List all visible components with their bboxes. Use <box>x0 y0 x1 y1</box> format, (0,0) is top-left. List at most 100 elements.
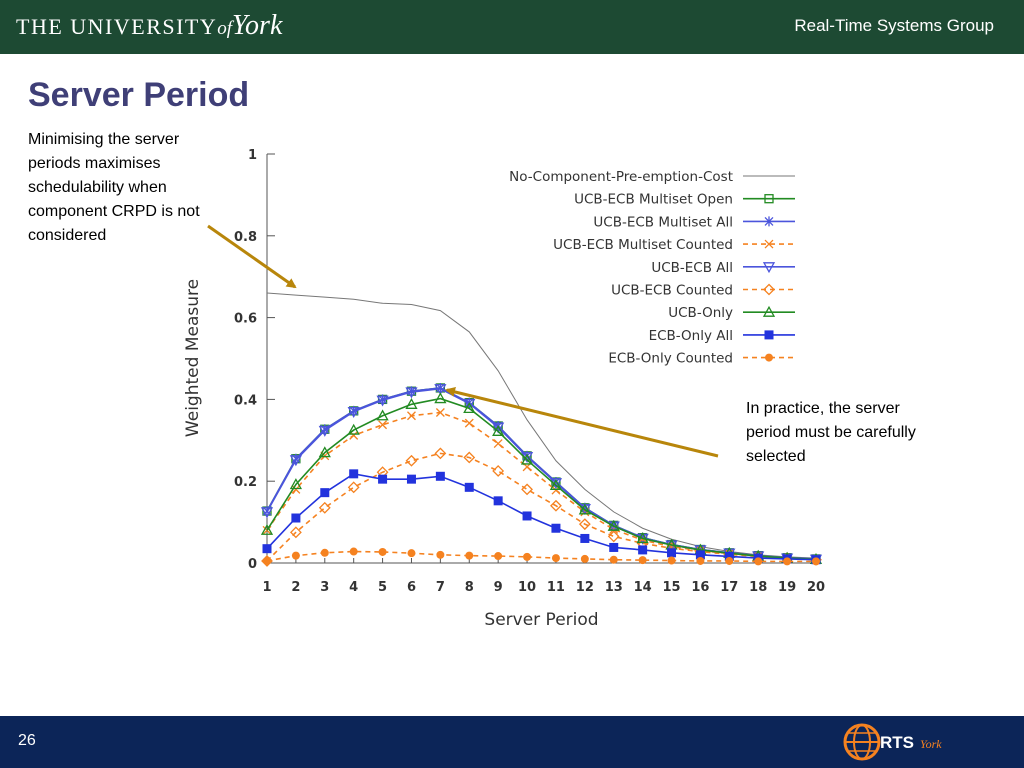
data-point <box>407 411 416 421</box>
y-tick-label: 0 <box>248 557 257 572</box>
data-point <box>520 453 534 465</box>
legend-entry-label: UCB-ECB Counted <box>611 283 733 299</box>
weighted-measure-chart: 00.20.40.60.811 2 3 4 5 6 7 8 9 10 11 12 13 14 15 16 17 1… <box>183 148 825 630</box>
data-point <box>493 439 503 449</box>
data-point <box>754 557 763 566</box>
x-tick-label: 4 <box>349 580 358 595</box>
legend-marker <box>765 353 773 362</box>
data-point <box>609 542 619 552</box>
data-point <box>318 446 331 458</box>
x-tick-label: 2 <box>291 580 300 595</box>
x-tick-label: 13 <box>605 580 623 595</box>
data-point <box>812 557 820 566</box>
data-point <box>580 554 589 563</box>
data-point <box>667 548 677 558</box>
data-point <box>376 395 389 407</box>
page-number: 26 <box>18 732 36 749</box>
data-point <box>609 555 618 564</box>
data-point <box>376 409 389 421</box>
data-point <box>463 451 476 464</box>
data-point <box>551 523 561 533</box>
data-point <box>464 482 474 492</box>
data-point <box>260 507 274 519</box>
x-tick-label: 3 <box>320 580 329 595</box>
x-tick-label: 7 <box>436 580 445 595</box>
data-point <box>378 474 388 484</box>
series-line <box>266 292 817 559</box>
x-tick-label: 17 <box>720 580 738 595</box>
legend-entry-label: UCB-ECB Multiset All <box>593 214 733 230</box>
data-point <box>289 526 302 539</box>
data-point <box>521 483 533 496</box>
data-point <box>638 556 647 565</box>
legend-marker <box>764 330 774 340</box>
x-tick-label: 6 <box>407 580 416 595</box>
x-tick-label: 20 <box>807 580 825 595</box>
data-point <box>289 455 302 467</box>
series-line <box>266 472 817 561</box>
university-logo: The UniversityofYork <box>16 10 282 42</box>
data-point <box>464 418 474 428</box>
x-tick-label: 16 <box>691 580 709 595</box>
legend-entry-label: UCB-ECB All <box>651 260 733 276</box>
data-point <box>725 556 734 565</box>
university-name: The University <box>16 14 218 39</box>
data-point <box>262 544 272 554</box>
data-point <box>696 556 705 565</box>
data-point <box>636 532 649 544</box>
annotation-arrow-left <box>207 224 297 289</box>
data-point <box>349 547 358 556</box>
x-tick-label: 5 <box>378 580 387 595</box>
data-point <box>406 474 416 484</box>
data-point <box>405 454 418 467</box>
y-tick-label: 0.6 <box>234 312 257 327</box>
legend-marker <box>762 262 776 274</box>
data-point <box>549 478 563 490</box>
x-tick-label: 1 <box>262 580 271 595</box>
university-york: York <box>232 10 283 41</box>
data-point <box>492 424 505 436</box>
x-axis-label: Server Period <box>484 610 598 630</box>
data-point <box>349 469 359 479</box>
chart-axes: 00.20.40.60.811 2 3 4 5 6 7 8 9 10 11 12 13 14 15 16 17 1… <box>183 148 825 630</box>
data-point <box>522 511 532 521</box>
chart-series <box>260 292 823 567</box>
data-point <box>378 420 388 430</box>
x-tick-label: 19 <box>778 580 796 595</box>
series-0 <box>266 292 817 559</box>
series-line <box>266 550 816 563</box>
data-point <box>434 392 447 404</box>
university-of: of <box>217 18 233 39</box>
data-point <box>436 550 445 559</box>
data-point <box>263 556 271 565</box>
data-point <box>493 496 503 506</box>
x-tick-label: 12 <box>576 580 594 595</box>
data-point <box>405 387 418 399</box>
data-point <box>435 471 445 481</box>
rts-logo-sub: York <box>920 737 942 751</box>
data-point <box>291 513 301 523</box>
rts-logo-text: RTS <box>880 733 914 752</box>
data-point <box>492 465 505 477</box>
x-tick-label: 15 <box>662 580 680 595</box>
data-point <box>407 549 416 558</box>
data-point <box>523 552 532 561</box>
y-tick-label: 0.4 <box>234 393 257 408</box>
data-point <box>463 398 476 410</box>
data-point <box>434 384 447 396</box>
data-point <box>494 552 503 561</box>
series-5 <box>261 447 822 567</box>
legend-entry-label: ECB-Only Counted <box>608 351 733 367</box>
data-point <box>291 484 301 494</box>
data-point <box>347 481 360 494</box>
data-point <box>463 402 476 414</box>
chart-legend: No-Component-Pre-emption-Cost UCB-ECB Mul… <box>509 169 795 367</box>
y-tick-label: 0.2 <box>234 475 257 490</box>
data-point <box>578 518 591 531</box>
legend-entry-label: UCB-Only <box>668 305 733 321</box>
legend-marker <box>762 305 776 317</box>
y-axis-label: Weighted Measure <box>183 279 203 437</box>
slide-title: Server Period <box>28 76 250 114</box>
data-point <box>320 488 330 498</box>
x-tick-label: 14 <box>634 580 652 595</box>
